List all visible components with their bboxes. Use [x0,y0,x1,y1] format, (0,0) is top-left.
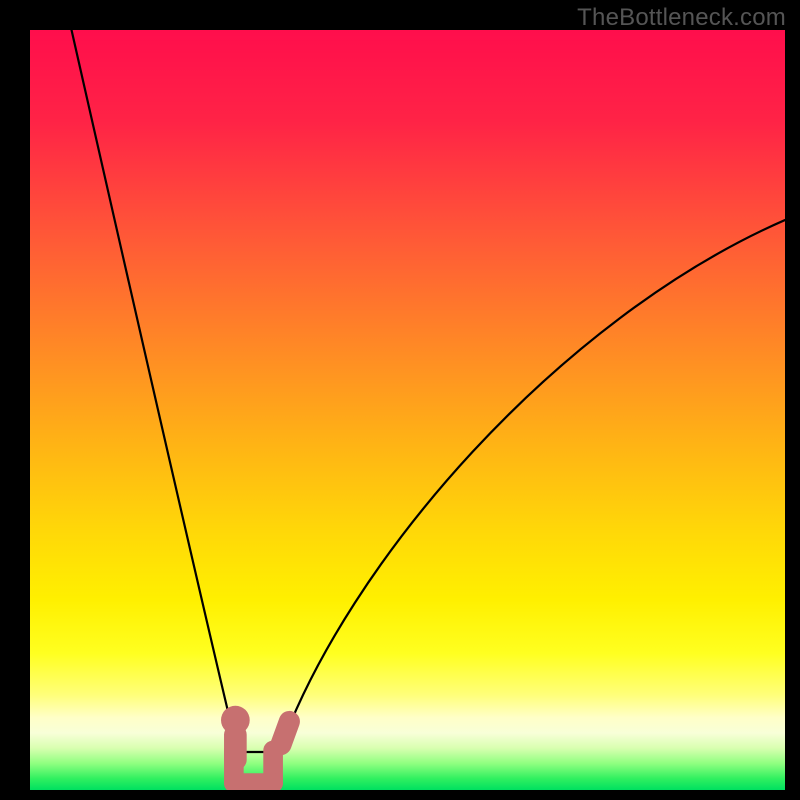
gradient-background [30,30,785,790]
marker-u-bottom-icon [224,773,283,790]
watermark-text: TheBottleneck.com [577,4,786,32]
chart-container: TheBottleneck.com [0,0,800,800]
bottleneck-chart [30,30,785,790]
